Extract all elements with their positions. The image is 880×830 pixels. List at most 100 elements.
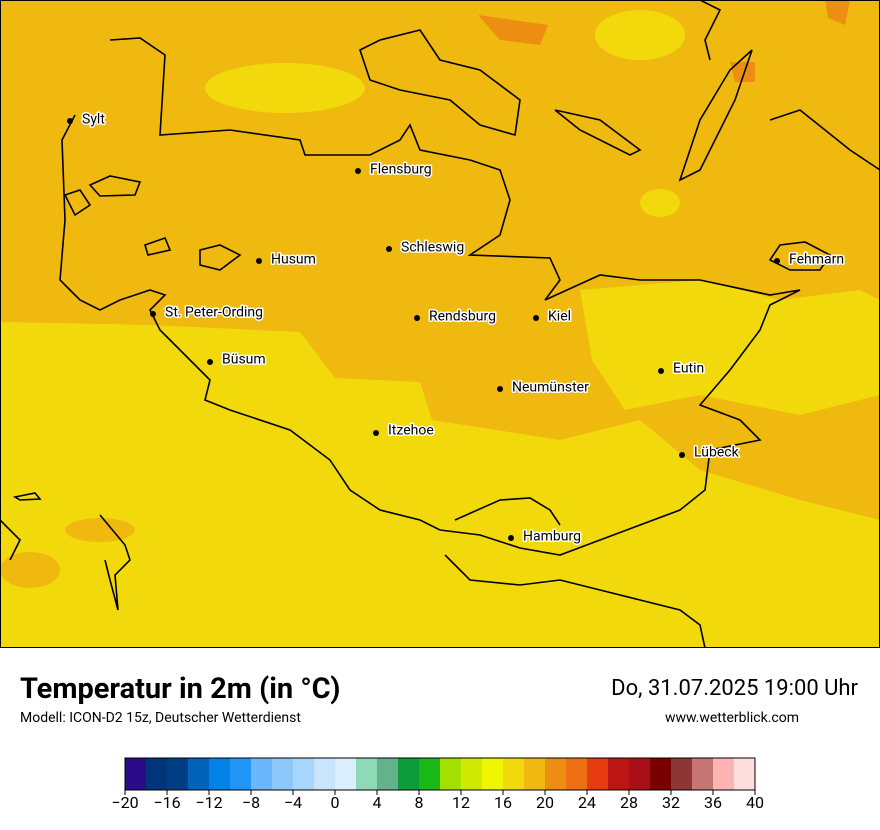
colorbar-tick-label: 20 (536, 793, 554, 812)
coastline (678, 49, 753, 182)
city: Itzehoe (373, 421, 435, 440)
colorbar-tick-label: −20 (111, 793, 138, 812)
city: Sylt (67, 110, 107, 129)
city-label: Schleswig (401, 240, 464, 256)
coastline (359, 29, 521, 137)
title: Temperatur in 2m (in °C) (20, 672, 341, 706)
city: Büsum (207, 350, 267, 369)
colorbar-segment (335, 758, 357, 790)
colorbar-tick-label: −8 (242, 793, 260, 812)
colorbar-tick-label: 36 (704, 793, 722, 812)
colorbar-segment (461, 758, 483, 790)
colorbar-segment (545, 758, 567, 790)
colorbar-tick-label: 8 (415, 793, 424, 812)
coastline (63, 175, 242, 271)
city-label: Hamburg (523, 529, 581, 545)
city: Rendsburg (414, 307, 497, 326)
colorbar-segment (146, 758, 168, 790)
area-warm (205, 63, 365, 113)
colorbar-tick-label: 28 (620, 793, 638, 812)
colorbar-segment (419, 758, 441, 790)
colorbar-segment (188, 758, 210, 790)
city: Fehmarn (774, 250, 846, 269)
city-dot (355, 168, 361, 174)
subtitle: Modell: ICON-D2 15z, Deutscher Wetterdie… (20, 710, 301, 726)
area-hot (0, 552, 60, 588)
city-label: Büsum (222, 352, 266, 368)
city-dot (207, 359, 213, 365)
city-label: Flensburg (370, 162, 432, 178)
city: Eutin (658, 359, 706, 378)
colorbar-tick-label: −12 (195, 793, 222, 812)
area-warm (0, 322, 880, 648)
colorbar-segment (377, 758, 399, 790)
city-label: Rendsburg (429, 309, 496, 325)
colorbar-tick-label: 12 (452, 793, 470, 812)
colorbar-tick-label: 0 (331, 793, 340, 812)
colorbar-tick-label: 16 (494, 793, 512, 812)
area-warm (595, 10, 685, 60)
city-label: St. Peter-Ording (165, 305, 263, 321)
city-dot (67, 118, 73, 124)
colorbar-segment (650, 758, 672, 790)
colorbar-tick-label: 32 (662, 793, 680, 812)
colorbar-segment (671, 758, 693, 790)
colorbar-segment (692, 758, 714, 790)
coastline (444, 497, 706, 648)
city-label: Kiel (548, 309, 571, 325)
coastline (768, 109, 880, 271)
city-dot (658, 368, 664, 374)
city-label: Fehmarn (789, 252, 844, 268)
colorbar-frame (124, 757, 756, 791)
area-warm (640, 189, 680, 217)
colorbar-segment (125, 758, 147, 790)
city: Hamburg (508, 527, 582, 546)
colorbar-segment (272, 758, 294, 790)
area-warm (580, 280, 880, 415)
city: Schleswig (386, 238, 466, 257)
colorbar-segment (293, 758, 315, 790)
city-dot (533, 315, 539, 321)
colorbar-segment (566, 758, 588, 790)
city: Lübeck (679, 443, 741, 462)
city-dot (679, 452, 685, 458)
city-label: Sylt (82, 112, 105, 128)
colorbar-segment (713, 758, 735, 790)
city: St. Peter-Ording (150, 303, 264, 322)
colorbar-segment (230, 758, 252, 790)
city: Husum (256, 250, 317, 269)
city-label: Lübeck (694, 445, 740, 461)
city-dot (386, 246, 392, 252)
colorbar-tick-label: 40 (746, 793, 764, 812)
colorbar-tick-label: 24 (578, 793, 596, 812)
area-hotter (478, 15, 548, 45)
colorbar-segment (209, 758, 231, 790)
map: Sylt Flensburg Schleswig Husum Fehmarn S… (0, 0, 880, 648)
city-label: Neumünster (512, 380, 589, 396)
colorbar-segment (734, 758, 756, 790)
area-hotter (825, 0, 850, 25)
area-hot (65, 518, 135, 542)
coastline (554, 109, 642, 156)
city-label: Itzehoe (388, 423, 434, 439)
city: Neumünster (497, 378, 591, 397)
colorbar-segment (482, 758, 504, 790)
colorbar-tick-label: 4 (373, 793, 382, 812)
colorbar-segment (440, 758, 462, 790)
colorbar-segment (167, 758, 189, 790)
city-dot (150, 311, 156, 317)
coastline (0, 492, 131, 611)
colorbar-segment (587, 758, 609, 790)
city-dot (373, 430, 379, 436)
colorbar-tick-label: −4 (284, 793, 302, 812)
colorbar-tick-label: −16 (153, 793, 180, 812)
city-dot (508, 535, 514, 541)
colorbar-segment (629, 758, 651, 790)
colorbar-segment (524, 758, 546, 790)
colorbar-segment (251, 758, 273, 790)
colorbar-segment (503, 758, 525, 790)
coastline (59, 37, 801, 556)
colorbar-segment (398, 758, 420, 790)
city: Flensburg (355, 160, 433, 179)
